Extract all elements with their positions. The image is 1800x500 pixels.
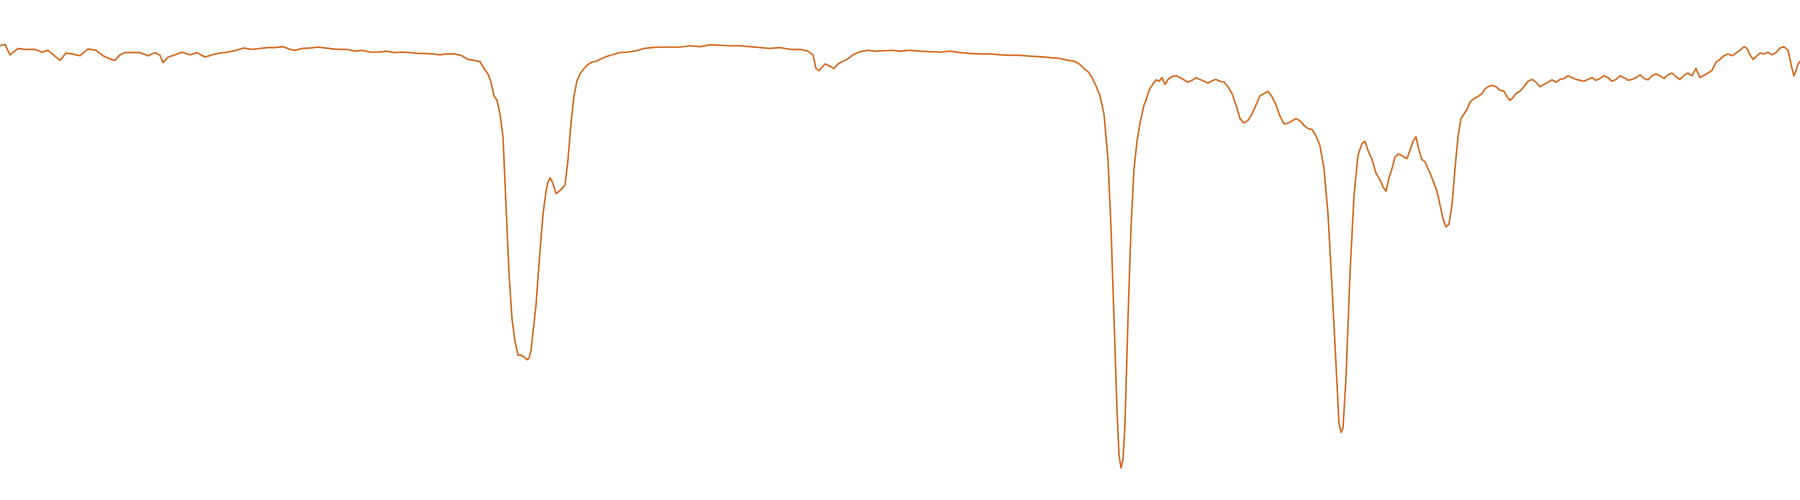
series-line-0 — [0, 43, 1800, 469]
series-layer — [0, 43, 1800, 469]
